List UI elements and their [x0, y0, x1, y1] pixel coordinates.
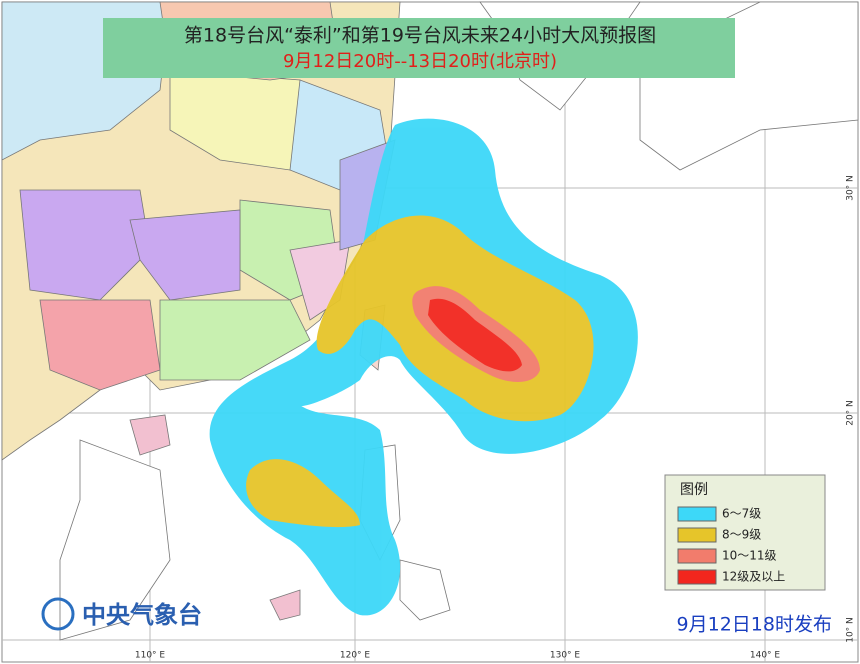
legend-label: 12级及以上 [722, 570, 785, 584]
lon-label: 130° E [550, 651, 581, 661]
wind-zones [209, 118, 638, 616]
logo [41, 597, 75, 631]
legend-swatch [677, 527, 717, 543]
title: 第18号台风“泰利”和第19号台风未来24小时大风预报图 [184, 25, 656, 47]
issuer: 中央气象台 [82, 601, 202, 629]
legend-label: 8～9级 [722, 528, 761, 542]
legend-items: 6～7级 8～9级 10～11级 12级及以上 [677, 506, 785, 585]
legend-swatch [677, 506, 717, 522]
lat-label: 20° N [846, 400, 856, 426]
legend-label: 6～7级 [722, 507, 761, 521]
subtitle: 9月12日20时--13日20时(北京时) [283, 51, 557, 72]
lon-label: 120° E [340, 651, 371, 661]
legend-title: 图例 [680, 482, 708, 498]
wind-zone [428, 298, 522, 372]
lon-labels: 110° E 120° E 130° E 140° E [135, 651, 781, 661]
lon-label: 110° E [135, 651, 166, 661]
lat-label: 30° N [846, 175, 856, 201]
lat-label: 10° N [846, 617, 856, 643]
wind-zone [246, 459, 360, 528]
legend-swatch [677, 569, 717, 585]
legend-swatch [677, 548, 717, 564]
issue-time: 9月12日18时发布 [677, 614, 832, 636]
lat-labels: 30° N 20° N 10° N [846, 175, 856, 643]
legend-label: 10～11级 [722, 549, 777, 563]
lon-label: 140° E [750, 651, 781, 661]
title-box [103, 18, 735, 78]
